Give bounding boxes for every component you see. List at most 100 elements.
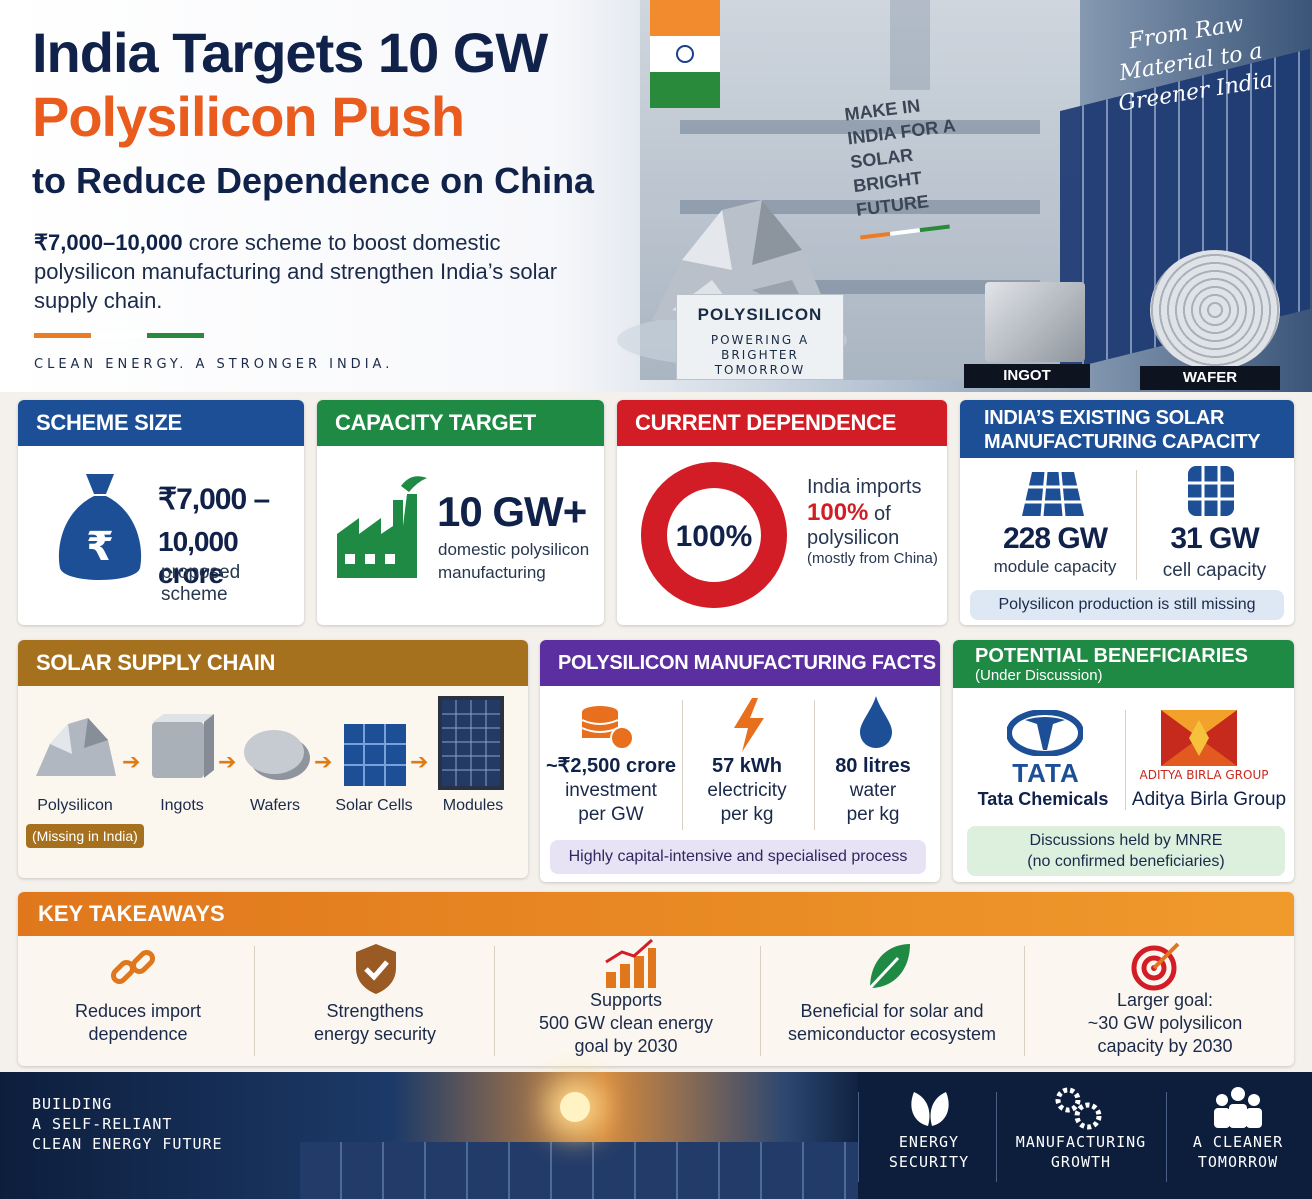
footer-left-1: BUILDING: [32, 1095, 113, 1113]
donut-percent: 100%: [676, 520, 753, 553]
footer-item-energy-l2: SECURITY: [888, 1153, 970, 1171]
footer-item-manufacturing-l1: MANUFACTURING: [1015, 1133, 1147, 1151]
takeaway-security-l1: Strengthens: [326, 1001, 424, 1021]
fact-electricity-l1: electricity: [707, 780, 787, 801]
footer-left-text: BUILDING A SELF-RELIANT CLEAN ENERGY FUT…: [32, 1094, 223, 1154]
dep-line-4: (mostly from China): [807, 550, 938, 567]
beneficiaries-card: POTENTIAL BENEFICIARIES (Under Discussio…: [953, 640, 1294, 882]
tata-logo-text: TATA: [1012, 758, 1080, 788]
existing-capacity-header: INDIA’S EXISTING SOLAR MANUFACTURING CAP…: [960, 400, 1294, 458]
poly-card-title: POLYSILICON: [697, 305, 823, 324]
leaves-icon: [911, 1092, 949, 1126]
cell-value: 31 GW: [1170, 522, 1259, 555]
scheme-amount: ₹7,000 –: [158, 483, 270, 516]
takeaway-500gw-l1: Supports: [589, 990, 663, 1010]
fact-water-value: 80 litres: [835, 755, 911, 777]
aditya-birla-name: Aditya Birla Group: [1131, 789, 1287, 810]
missing-badge: (Missing in India): [26, 824, 144, 848]
supply-chain-card: SOLAR SUPPLY CHAIN ➔ ➔ ➔ ➔ Polysilicon I…: [18, 640, 528, 878]
dependence-donut: 100%: [641, 462, 787, 608]
dep-pct: 100%: [807, 499, 869, 526]
capacity-target-card: CAPACITY TARGET 10 GW+ domestic polysili…: [317, 400, 604, 625]
beneficiaries-header-bar: POTENTIAL BENEFICIARIES (Under Discussio…: [953, 640, 1294, 688]
footer-item-manufacturing-l2: GROWTH: [1050, 1153, 1112, 1171]
arrow-icon: ➔: [314, 750, 333, 775]
takeaway-security: Strengthens energy security: [270, 1000, 480, 1130]
arrow-icon: ➔: [218, 750, 237, 775]
tagline: CLEAN ENERGY. A STRONGER INDIA.: [34, 357, 394, 372]
hero-banner: MAKE IN INDIA FOR A SOLAR BRIGHT FUTURE …: [0, 0, 1312, 392]
current-dependence-card: CURRENT DEPENDENCE 100% India imports 10…: [617, 400, 947, 625]
footer-item-cleaner-l1: A CLEANER: [1192, 1133, 1284, 1151]
shield-check-icon: [356, 944, 396, 994]
arrow-icon: ➔: [410, 750, 429, 775]
supply-chain-header: SOLAR SUPPLY CHAIN: [18, 640, 528, 686]
scheme-size-card: SCHEME SIZE ₹ ₹7,000 – 10,000 crore prop…: [18, 400, 304, 625]
fact-water-l1: water: [849, 780, 897, 801]
takeaway-security-l2: energy security: [313, 1024, 437, 1044]
footer-item-cleaner-l2: TOMORROW: [1197, 1153, 1279, 1171]
takeaway-30gw-l1: Larger goal:: [1116, 990, 1214, 1010]
ingot-image: [985, 282, 1085, 362]
fact-investment: ~₹2,500 crore investment per GW: [540, 754, 684, 827]
lightning-icon: [734, 698, 764, 752]
arrow-icon: ➔: [122, 750, 141, 775]
chain-step-solar-cells: Solar Cells: [335, 797, 413, 814]
solar-cell-icon: [1188, 466, 1234, 516]
chain-step-ingots: Ingots: [160, 797, 204, 814]
takeaway-500gw: Supports 500 GW clean energy goal by 203…: [506, 989, 746, 1119]
polysilicon-icon: [36, 718, 116, 776]
scheme-size-header: SCHEME SIZE: [18, 400, 304, 446]
takeaway-500gw-l2: 500 GW clean energy: [538, 1013, 714, 1033]
dep-line-1: India imports: [807, 476, 922, 498]
beneficiaries-note-2: (no confirmed beneficiaries): [1027, 853, 1225, 870]
sun-icon: [560, 1092, 590, 1122]
footer-left-3: CLEAN ENERGY FUTURE: [32, 1135, 223, 1153]
takeaway-500gw-l3: goal by 2030: [574, 1036, 678, 1056]
module-value: 228 GW: [1002, 522, 1108, 555]
capacity-desc: domestic polysilicon manufacturing: [438, 540, 590, 582]
coins-icon: [581, 706, 634, 750]
takeaway-ecosystem: Beneficial for solar and semiconductor e…: [770, 1000, 1014, 1130]
target-icon: [1131, 942, 1180, 991]
wafer-icon: [244, 730, 310, 780]
gears-icon: [1055, 1087, 1102, 1130]
leaf-icon: [868, 944, 910, 990]
ingot-label: INGOT: [964, 364, 1090, 388]
ingot-icon: [152, 714, 214, 778]
scheme-desc: proposed scheme: [161, 562, 241, 605]
beneficiaries-subheader: (Under Discussion): [975, 667, 1103, 684]
manufacturing-facts-header: POLYSILICON MANUFACTURING FACTS: [540, 640, 940, 686]
tricolor-divider: [34, 333, 205, 338]
cell-label: cell capacity: [1162, 560, 1267, 581]
fact-electricity-l2: per kg: [720, 804, 774, 825]
wafer-label: WAFER: [1140, 366, 1280, 390]
poly-card-sub: POWERING A BRIGHTER TOMORROW: [710, 333, 810, 377]
takeaway-import-l1: Reduces import: [74, 1001, 202, 1021]
facts-note: Highly capital-intensive and specialised…: [550, 840, 926, 874]
water-drop-icon: [860, 696, 892, 748]
dep-line-3: polysilicon: [807, 527, 900, 549]
footer-item-cleaner: A CLEANER TOMORROW: [1170, 1132, 1306, 1172]
key-takeaways-header: KEY TAKEAWAYS: [18, 892, 1294, 936]
manufacturing-facts-card: POLYSILICON MANUFACTURING FACTS ~₹2,500 …: [540, 640, 940, 882]
title-line-3: to Reduce Dependence on China: [32, 160, 595, 201]
existing-capacity-card: INDIA’S EXISTING SOLAR MANUFACTURING CAP…: [960, 400, 1294, 625]
subtitle: ₹7,000–10,000 crore scheme to boost dome…: [34, 228, 594, 315]
footer-item-energy-l1: ENERGY: [898, 1133, 960, 1151]
footer-left-2: A SELF-RELIANT: [32, 1115, 173, 1133]
beneficiaries-note-1: Discussions held by MNRE: [1029, 832, 1223, 849]
tata-logo-icon: [1007, 710, 1083, 756]
key-takeaways-card: KEY TAKEAWAYS: [18, 892, 1294, 1066]
footer-solar-field-image: [300, 1142, 860, 1199]
chain-step-polysilicon: Polysilicon: [37, 797, 113, 814]
fact-water: 80 litres water per kg: [808, 754, 938, 827]
scheme-amount-2: 10,000 crore: [158, 526, 239, 589]
beneficiaries-header: POTENTIAL BENEFICIARIES: [975, 645, 1248, 667]
people-icon: [1214, 1087, 1262, 1128]
takeaway-30gw-l2: ~30 GW polysilicon: [1087, 1013, 1243, 1033]
takeaway-import-l2: dependence: [88, 1024, 188, 1044]
capacity-target-header: CAPACITY TARGET: [317, 400, 604, 446]
solar-module-icon: [438, 696, 504, 790]
fact-electricity-value: 57 kWh: [711, 755, 783, 777]
